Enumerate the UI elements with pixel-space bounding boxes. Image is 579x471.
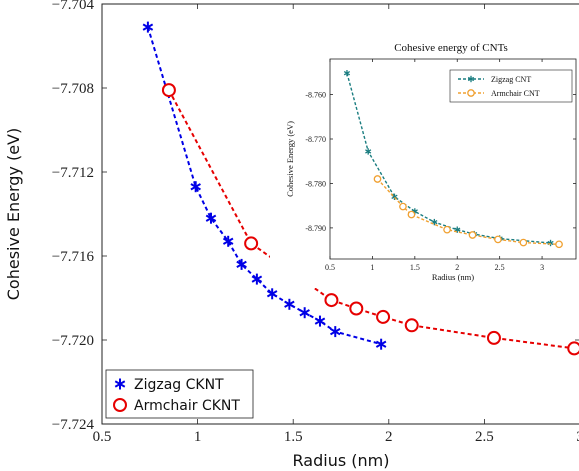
main-legend-box bbox=[105, 369, 254, 419]
main-y-tick-label: −7.712 bbox=[52, 165, 94, 181]
main-plot-frame bbox=[101, 3, 579, 425]
armchair-cknt-point bbox=[161, 83, 176, 98]
legend-armchair-cnt-symbol bbox=[467, 89, 475, 97]
armchair-cnt-point bbox=[443, 225, 451, 234]
inset-legend: Zigzag CNT Armchair CNT bbox=[449, 69, 573, 103]
main-y-tick-label: −7.708 bbox=[52, 81, 94, 97]
armchair-cknt-point bbox=[376, 309, 391, 324]
zigzag-cknt-point bbox=[314, 315, 326, 327]
legend-armchair-ckn-marker bbox=[113, 398, 127, 412]
inset-y-tick-label: -8.760 bbox=[305, 91, 326, 100]
armchair-cnt-point bbox=[373, 175, 382, 183]
main-axis-ticks: 0.5 1 1.5 2 2.5 3 −7.724 −7.720 −7.716 −7.712 −7.7… bbox=[52, 0, 579, 445]
legend-armchair-cnt-label: Armchair CNT bbox=[491, 89, 540, 98]
inset-x-tick-label: 2 bbox=[455, 263, 459, 272]
legend-armchair-ckn-label: Armchair CKNT bbox=[134, 398, 240, 414]
armchair-cknt-point bbox=[486, 330, 501, 345]
zigzag-cknt-point bbox=[236, 258, 247, 270]
zigzag-cknt-point bbox=[251, 273, 263, 285]
armchair-cknt-point bbox=[244, 236, 259, 251]
armchair-cnt-point bbox=[519, 238, 528, 247]
main-y-tick-label: −7.716 bbox=[52, 249, 95, 265]
armchair-cknt-line bbox=[168, 89, 575, 350]
zigzag-cknt-point bbox=[375, 338, 387, 350]
legend-armchair-cnt-marker bbox=[458, 89, 484, 97]
main-x-tick-label: 2.5 bbox=[475, 429, 494, 445]
zigzag-cknt-point bbox=[142, 21, 154, 33]
inset-chart: Cohesive energy of CNTs 0.5 1 1.5 2 2.5 3 -8.7… bbox=[270, 36, 579, 288]
armchair-cnt-point bbox=[494, 235, 502, 244]
main-x-tick-label: 0.5 bbox=[93, 429, 112, 445]
inset-x-tick-label: 1.5 bbox=[410, 263, 420, 272]
inset-y-tick-label: -8.780 bbox=[305, 179, 326, 188]
armchair-cnt-point bbox=[555, 240, 563, 249]
legend-zigzag-cnt-label: Zigzag CNT bbox=[491, 75, 531, 84]
armchair-cnt-point bbox=[399, 202, 407, 211]
zigzag-cknt-point bbox=[222, 235, 234, 247]
inset-x-axis-label: Radius (nm) bbox=[432, 272, 474, 282]
armchair-cnt-point bbox=[468, 231, 477, 239]
main-legend: Zigzag CKNT Armchair CKNT bbox=[105, 369, 254, 419]
main-series-layer bbox=[142, 21, 579, 356]
armchair-cnt-point bbox=[407, 210, 416, 219]
main-x-tick-label: 1.5 bbox=[284, 429, 303, 445]
inset-series-layer bbox=[343, 70, 563, 249]
zigzag-cknt-point bbox=[299, 307, 310, 319]
inset-title: Cohesive energy of CNTs bbox=[394, 42, 508, 54]
main-y-tick-label: −7.724 bbox=[52, 417, 95, 433]
legend-armchair-ckn-symbol bbox=[113, 398, 127, 412]
legend-zigzag-cnt-symbol bbox=[467, 75, 475, 83]
main-x-tick-label: 1 bbox=[194, 429, 202, 445]
legend-zigzag-ckn-marker bbox=[114, 378, 126, 390]
zigzag-cnt-point bbox=[343, 70, 351, 77]
main-x-tick-label: 3 bbox=[576, 429, 579, 445]
armchair-cknt-point bbox=[404, 318, 419, 333]
armchair-cknt-point bbox=[324, 293, 339, 308]
zigzag-cknt-point bbox=[190, 181, 201, 193]
inset-plot-frame bbox=[329, 58, 577, 260]
inset-y-axis-label: Cohesive Energy (eV) bbox=[285, 121, 295, 197]
inset-x-tick-label: 2.5 bbox=[495, 263, 505, 272]
zigzag-cknt-point bbox=[266, 288, 278, 300]
main-y-axis-label: Cohesive Energy (eV) bbox=[4, 128, 23, 301]
zigzag-cknt-point bbox=[284, 298, 295, 310]
legend-zigzag-ckn-symbol bbox=[114, 378, 126, 390]
main-x-axis-label: Radius (nm) bbox=[293, 451, 390, 470]
zigzag-cnt-point bbox=[365, 148, 372, 155]
armchair-cknt-point bbox=[349, 301, 364, 316]
main-y-tick-label: −7.720 bbox=[52, 333, 94, 349]
armchair-cknt-point bbox=[567, 341, 579, 356]
main-y-tick-label: −7.704 bbox=[52, 0, 95, 13]
legend-zigzag-ckn-label: Zigzag CKNT bbox=[134, 377, 224, 393]
inset-x-tick-label: 3 bbox=[540, 263, 544, 272]
main-x-tick-label: 2 bbox=[385, 429, 393, 445]
inset-x-tick-label: 0.5 bbox=[325, 263, 335, 272]
legend-zigzag-cnt-marker bbox=[458, 75, 484, 83]
inset-y-tick-label: -8.790 bbox=[305, 224, 326, 233]
inset-x-tick-label: 1 bbox=[370, 263, 374, 272]
zigzag-cknt-point bbox=[205, 212, 217, 224]
inset-y-tick-label: -8.770 bbox=[305, 135, 326, 144]
zigzag-cknt-point bbox=[330, 326, 341, 338]
inset-axis-ticks: 0.5 1 1.5 2 2.5 3 -8.790 -8.780 -8.770 -8.760 bbox=[305, 59, 576, 272]
armchair-cnt-line bbox=[376, 178, 560, 245]
